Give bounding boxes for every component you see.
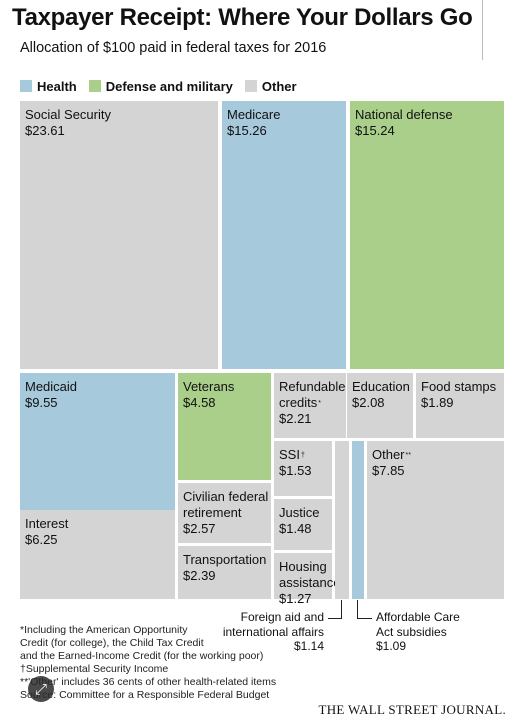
footnote-line: †Supplemental Security Income — [20, 663, 169, 675]
callout-aca-line2: Act subsidies — [376, 624, 447, 639]
treemap-value-transportation: $2.39 — [183, 568, 216, 583]
treemap-label-food-stamps: Food stamps — [421, 379, 497, 394]
treemap-label-social-security: Social Security — [25, 107, 111, 122]
treemap-cell-aca — [352, 441, 364, 599]
treemap-label-refundable-credits: Refundable credits* — [279, 379, 346, 410]
treemap-value-education: $2.08 — [352, 395, 385, 410]
footnote-marker: ** — [405, 452, 411, 459]
treemap-cell-housing: Housing assistance $1.27 — [274, 553, 341, 606]
treemap-cell-foreign-aid — [335, 441, 349, 599]
treemap-cell-education: Education $2.08 — [347, 373, 413, 438]
treemap-value-civilian-retirement: $2.57 — [183, 521, 216, 536]
callout-foreign-aid-line2: international affairs — [222, 624, 324, 639]
treemap-label-veterans: Veterans — [183, 379, 235, 394]
callout-aca-value: $1.09 — [376, 639, 407, 653]
callout-foreign-aid: Foreign aid and international affairs $1… — [220, 610, 324, 654]
treemap-value-interest: $6.25 — [25, 532, 58, 547]
footnote-line: *Including the American Opportunity — [20, 624, 188, 636]
divider-rule — [482, 0, 483, 60]
treemap-label-other: Other** — [372, 447, 411, 462]
expand-arrows-icon[interactable]: ⤢ — [28, 676, 54, 702]
footnote-line: and the Earned-Income Credit (for the wo… — [20, 650, 264, 662]
callout-foreign-aid-line1: Foreign aid and — [240, 610, 324, 624]
leader-foreign-aid-h — [328, 618, 342, 619]
legend: Health Defense and military Other — [20, 78, 309, 94]
callout-aca: Affordable Care Act subsidies $1.09 — [376, 610, 496, 654]
legend-item-defense: Defense and military — [88, 78, 233, 94]
treemap-label-medicare: Medicare — [227, 107, 281, 122]
treemap-label-civilian-retirement: Civilian federal retirement — [183, 489, 269, 520]
footnote-line: Credit (for college), the Child Tax Cred… — [20, 637, 204, 649]
legend-item-other: Other — [244, 78, 297, 94]
leader-aca-h — [357, 618, 372, 619]
treemap-label-interest: Interest — [25, 516, 69, 531]
leader-foreign-aid-v — [341, 600, 342, 618]
treemap-value-refundable-credits: $2.21 — [279, 411, 312, 426]
treemap-value-housing: $1.27 — [279, 591, 312, 606]
callout-foreign-aid-value: $1.14 — [293, 639, 324, 653]
treemap-value-other: $7.85 — [372, 463, 405, 478]
treemap-label-transportation: Transportation — [183, 552, 267, 567]
leader-aca-v — [357, 600, 358, 618]
treemap-label-national-defense: National defense — [355, 107, 453, 122]
publisher-logo: THE WALL STREET JOURNAL. — [318, 702, 506, 717]
legend-swatch-defense — [88, 80, 101, 92]
treemap-cell-other: Other** $7.85 — [367, 441, 504, 599]
treemap-cell-interest: Interest $6.25 — [20, 510, 175, 599]
chart-subtitle: Allocation of $100 paid in federal taxes… — [20, 40, 327, 56]
treemap-label-housing: Housing assistance — [279, 559, 341, 590]
treemap-label-medicaid: Medicaid — [25, 379, 78, 394]
legend-label-health: Health — [37, 78, 77, 94]
treemap-value-social-security: $23.61 — [25, 123, 65, 138]
legend-swatch-health — [20, 80, 32, 92]
treemap-value-national-defense: $15.24 — [355, 123, 395, 138]
treemap-cell-civilian-retirement: Civilian federal retirement $2.57 — [178, 483, 271, 543]
treemap-cell-ssi: SSI† $1.53 — [274, 441, 332, 496]
chart-title: Taxpayer Receipt: Where Your Dollars Go — [12, 4, 473, 31]
treemap-label-education: Education — [352, 379, 410, 394]
treemap-value-food-stamps: $1.89 — [421, 395, 454, 410]
legend-swatch-other — [244, 80, 257, 92]
treemap-cell-medicaid: Medicaid $9.55 — [20, 373, 175, 510]
treemap-value-medicaid: $9.55 — [25, 395, 58, 410]
treemap-cell-justice: Justice $1.48 — [274, 499, 332, 550]
legend-item-health: Health — [20, 79, 77, 94]
treemap-cell-refundable-credits: Refundable credits* $2.21 — [274, 373, 346, 438]
treemap-label-justice: Justice — [279, 505, 320, 520]
treemap-cell-social-security: Social Security $23.61 — [20, 101, 218, 369]
footnote-line: **'Other' includes 36 cents of other hea… — [20, 676, 277, 688]
treemap-cell-national-defense: National defense $15.24 — [350, 101, 504, 369]
treemap-value-ssi: $1.53 — [279, 463, 312, 478]
footnote-marker: * — [318, 400, 322, 407]
source-line: Source: Committee for a Responsible Fede… — [20, 689, 270, 701]
treemap-cell-veterans: Veterans $4.58 — [178, 373, 271, 480]
footnote-marker: † — [300, 452, 305, 459]
treemap-cell-transportation: Transportation $2.39 — [178, 546, 271, 599]
callout-aca-line1: Affordable Care — [376, 610, 460, 624]
treemap-cell-food-stamps: Food stamps $1.89 — [416, 373, 504, 438]
legend-label-defense: Defense and military — [105, 78, 233, 94]
treemap-value-medicare: $15.26 — [227, 123, 267, 138]
treemap-cell-medicare: Medicare $15.26 — [222, 101, 346, 369]
treemap-value-justice: $1.48 — [279, 521, 312, 536]
legend-label-other: Other — [261, 78, 297, 94]
treemap-value-veterans: $4.58 — [183, 395, 216, 410]
treemap-label-ssi: SSI† — [279, 447, 305, 462]
footnotes: *Including the American Opportunity Cred… — [20, 624, 276, 702]
